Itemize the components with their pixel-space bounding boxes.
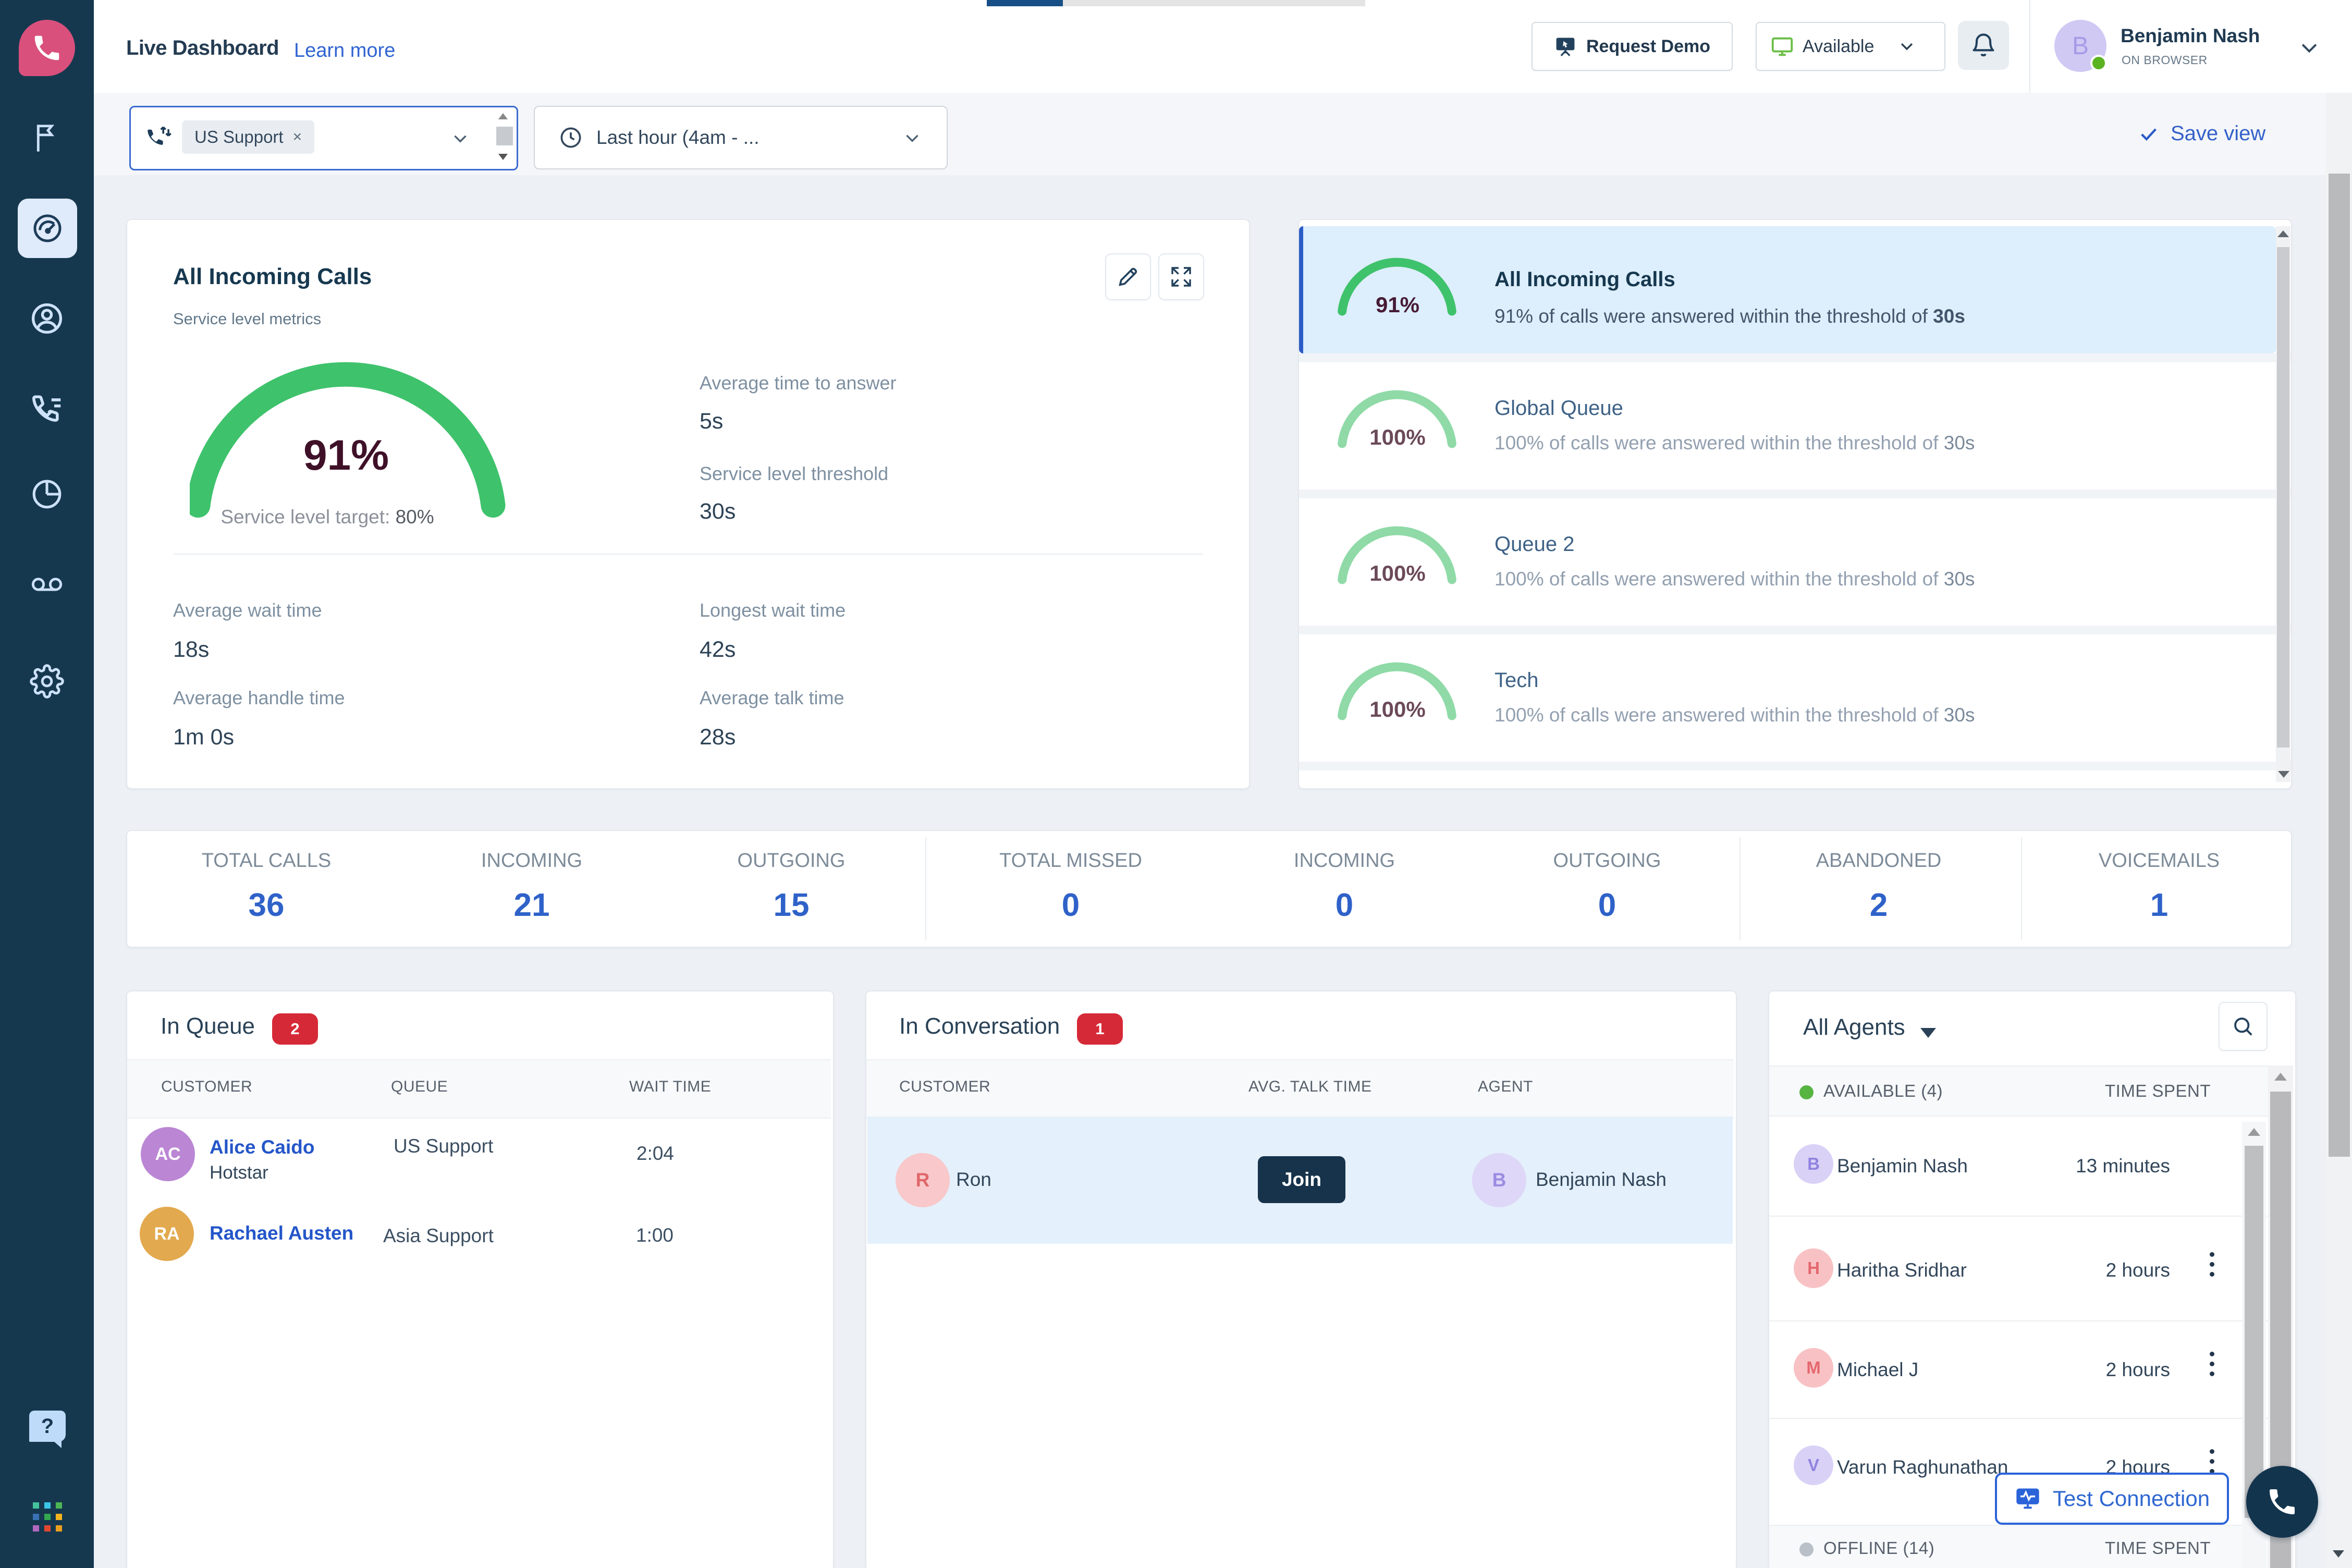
svg-text:100%: 100% bbox=[1369, 561, 1425, 585]
svg-text:100%: 100% bbox=[1369, 697, 1425, 721]
svg-text:91%: 91% bbox=[303, 432, 389, 479]
svg-text:91%: 91% bbox=[1376, 292, 1419, 317]
svg-text:100%: 100% bbox=[1369, 425, 1425, 449]
svg-text:Service level target: 80%: Service level target: 80% bbox=[220, 506, 434, 528]
